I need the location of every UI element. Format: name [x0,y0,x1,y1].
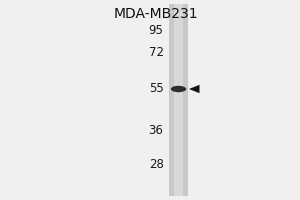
Text: 95: 95 [148,24,164,38]
Text: 55: 55 [149,82,164,95]
Ellipse shape [171,86,186,92]
Polygon shape [189,85,200,93]
Text: MDA-MB231: MDA-MB231 [114,7,199,21]
Bar [169,4,188,196]
Bar [174,4,183,196]
Text: 28: 28 [148,158,164,171]
Text: 36: 36 [148,124,164,138]
Text: 72: 72 [148,46,164,60]
